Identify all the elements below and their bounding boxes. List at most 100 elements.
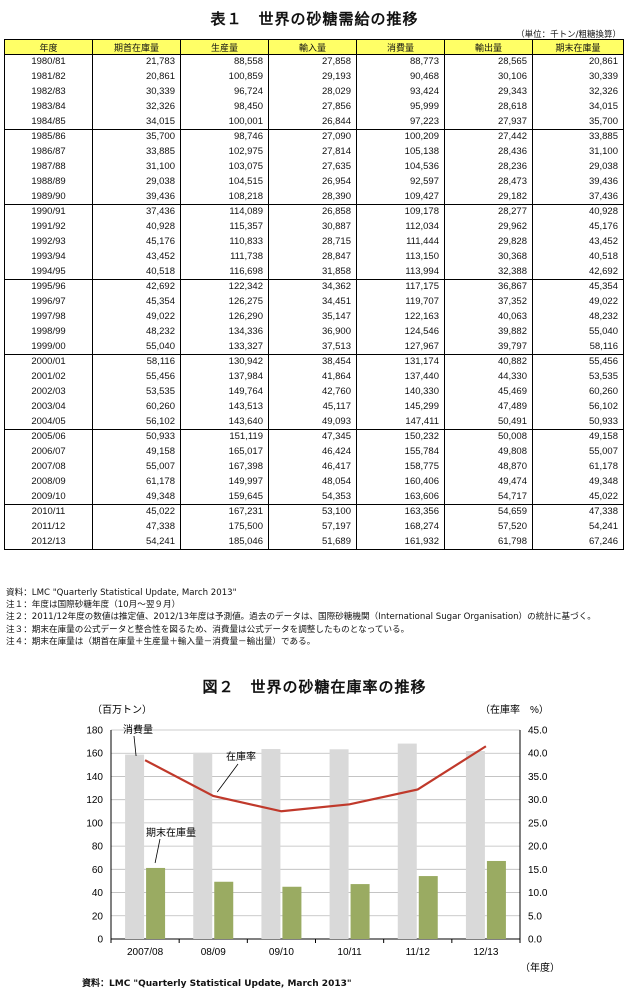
value-cell: 35,700 xyxy=(92,129,181,145)
y-right-tick-label: 40.0 xyxy=(528,749,548,760)
table-row: 1987/88 31,100 103,075 27,635 104,536 28,236 2… xyxy=(4,159,624,175)
x-tick-label: 09/10 xyxy=(269,947,294,958)
value-cell: 53,535 xyxy=(532,369,624,385)
value-cell: 26,858 xyxy=(268,204,357,220)
value-cell: 67,246 xyxy=(532,534,624,551)
series-label-stock-ratio: 在庫率 xyxy=(226,750,256,763)
value-cell: 145,299 xyxy=(356,399,445,415)
year-cell: 2008/09 xyxy=(4,474,93,490)
value-cell: 26,844 xyxy=(268,114,357,130)
value-cell: 29,193 xyxy=(268,69,357,85)
year-cell: 1986/87 xyxy=(4,144,93,160)
table-row: 2005/06 50,933 151,119 47,345 150,232 50,008 4… xyxy=(4,429,624,445)
value-cell: 28,277 xyxy=(444,204,533,220)
value-cell: 122,342 xyxy=(180,279,269,295)
value-cell: 46,424 xyxy=(268,444,357,460)
value-cell: 28,618 xyxy=(444,99,533,115)
callout-line xyxy=(154,838,161,864)
value-cell: 30,368 xyxy=(444,249,533,265)
value-cell: 50,491 xyxy=(444,414,533,430)
value-cell: 27,090 xyxy=(268,129,357,145)
table-unit: （単位：千トン/粗糖換算） xyxy=(516,30,621,40)
value-cell: 40,928 xyxy=(532,204,624,220)
value-cell: 45,354 xyxy=(532,279,624,295)
value-cell: 54,717 xyxy=(444,489,533,505)
note-line: 注１：年度は国際砂糖年度（10月～翌９月） xyxy=(6,600,181,611)
table-row: 2006/07 49,158 165,017 46,424 155,784 49,808 5… xyxy=(4,444,624,460)
year-cell: 2009/10 xyxy=(4,489,93,505)
value-cell: 137,984 xyxy=(180,369,269,385)
value-cell: 20,861 xyxy=(532,54,624,70)
y-right-tick-label: 5.0 xyxy=(528,911,542,922)
value-cell: 60,260 xyxy=(92,399,181,415)
year-cell: 1993/94 xyxy=(4,249,93,265)
value-cell: 163,606 xyxy=(356,489,445,505)
value-cell: 41,864 xyxy=(268,369,357,385)
table-row: 1996/97 45,354 126,275 34,451 119,707 37,352 4… xyxy=(4,294,624,310)
value-cell: 147,411 xyxy=(356,414,445,430)
value-cell: 37,436 xyxy=(532,189,624,205)
value-cell: 175,500 xyxy=(180,519,269,535)
value-cell: 54,659 xyxy=(444,504,533,520)
table-row: 1995/96 42,692 122,342 34,362 117,175 36,867 4… xyxy=(4,279,624,295)
note-line: 注３：期末在庫量の公式データと整合性を図るため、消費量は公式データを調整したもの… xyxy=(6,624,410,635)
value-cell: 29,962 xyxy=(444,219,533,235)
year-cell: 2002/03 xyxy=(4,384,93,400)
value-cell: 113,994 xyxy=(356,264,445,280)
value-cell: 163,356 xyxy=(356,504,445,520)
year-cell: 1988/89 xyxy=(4,174,93,190)
y-right-tick-label: 20.0 xyxy=(528,842,548,853)
value-cell: 43,452 xyxy=(92,249,181,265)
y-right-tick-label: 0.0 xyxy=(528,935,542,946)
value-cell: 46,417 xyxy=(268,459,357,475)
value-cell: 29,182 xyxy=(444,189,533,205)
year-cell: 1992/93 xyxy=(4,234,93,250)
value-cell: 39,882 xyxy=(444,324,533,340)
value-cell: 57,520 xyxy=(444,519,533,535)
table-row: 1986/87 33,885 102,975 27,814 105,138 28,436 3… xyxy=(4,144,624,160)
table-row: 2008/09 61,178 149,997 48,054 160,406 49,474 4… xyxy=(4,474,624,490)
value-cell: 49,022 xyxy=(92,309,181,325)
value-cell: 45,469 xyxy=(444,384,533,400)
year-cell: 1996/97 xyxy=(4,294,93,310)
value-cell: 27,937 xyxy=(444,114,533,130)
value-cell: 42,692 xyxy=(532,264,624,280)
value-cell: 30,339 xyxy=(532,69,624,85)
year-cell: 2010/11 xyxy=(4,504,93,520)
value-cell: 54,353 xyxy=(268,489,357,505)
y-right-tick-label: 15.0 xyxy=(528,865,548,876)
value-cell: 117,175 xyxy=(356,279,445,295)
value-cell: 27,442 xyxy=(444,129,533,145)
table-row: 1991/92 40,928 115,357 30,887 112,034 29,962 4… xyxy=(4,219,624,235)
value-cell: 31,100 xyxy=(92,159,181,175)
table-row: 1992/93 45,176 110,833 28,715 111,444 29,828 4… xyxy=(4,234,624,250)
y-left-tick-label: 0 xyxy=(97,935,103,946)
value-cell: 55,456 xyxy=(92,369,181,385)
value-cell: 36,900 xyxy=(268,324,357,340)
value-cell: 29,343 xyxy=(444,84,533,100)
value-cell: 100,209 xyxy=(356,129,445,145)
value-cell: 40,518 xyxy=(532,249,624,265)
year-cell: 2000/01 xyxy=(4,354,93,370)
year-cell: 1990/91 xyxy=(4,204,93,220)
table-row: 2009/10 49,348 159,645 54,353 163,606 54,717 4… xyxy=(4,489,624,505)
value-cell: 55,007 xyxy=(532,444,624,460)
value-cell: 40,882 xyxy=(444,354,533,370)
y-left-tick-label: 140 xyxy=(86,772,103,783)
callout-line xyxy=(216,763,239,793)
table-row: 1997/98 49,022 126,290 35,147 122,163 40,063 4… xyxy=(4,309,624,325)
value-cell: 55,040 xyxy=(92,339,181,355)
value-cell: 45,022 xyxy=(92,504,181,520)
value-cell: 50,933 xyxy=(92,429,181,445)
value-cell: 57,197 xyxy=(268,519,357,535)
value-cell: 137,440 xyxy=(356,369,445,385)
value-cell: 93,424 xyxy=(356,84,445,100)
value-cell: 47,338 xyxy=(532,504,624,520)
value-cell: 28,029 xyxy=(268,84,357,100)
bar-consumption xyxy=(397,743,417,939)
value-cell: 53,535 xyxy=(92,384,181,400)
value-cell: 39,797 xyxy=(444,339,533,355)
value-cell: 143,640 xyxy=(180,414,269,430)
x-tick-label: 12/13 xyxy=(473,947,498,958)
value-cell: 98,450 xyxy=(180,99,269,115)
